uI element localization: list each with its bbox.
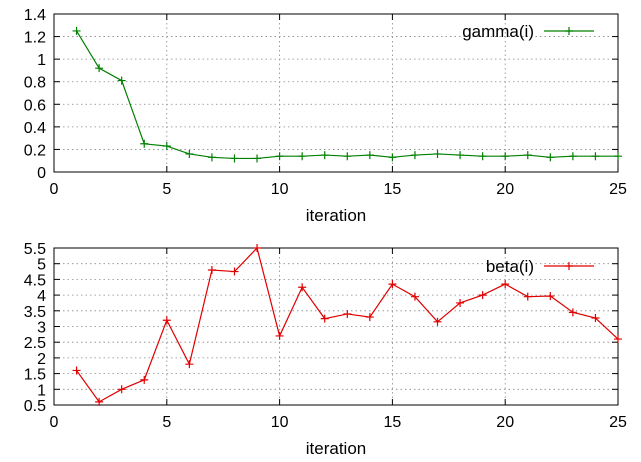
x-tick-label: 25 bbox=[609, 414, 627, 431]
y-tick-label: 0.8 bbox=[24, 75, 46, 92]
x-tick-label: 25 bbox=[609, 181, 627, 198]
y-tick-label: 3.5 bbox=[24, 304, 46, 321]
x-tick-label: 15 bbox=[384, 414, 402, 431]
data-point bbox=[95, 397, 104, 406]
data-point bbox=[72, 366, 81, 375]
data-point bbox=[140, 375, 149, 384]
data-point bbox=[523, 292, 532, 301]
data-point bbox=[230, 154, 239, 163]
data-point bbox=[433, 149, 442, 158]
data-point bbox=[456, 151, 465, 160]
data-point bbox=[343, 152, 352, 161]
x-tick-label: 0 bbox=[50, 181, 59, 198]
data-point bbox=[501, 152, 510, 161]
data-point bbox=[275, 152, 284, 161]
y-tick-label: 0 bbox=[37, 165, 46, 182]
data-point bbox=[546, 292, 555, 301]
x-tick-label: 5 bbox=[162, 414, 171, 431]
data-point bbox=[162, 142, 171, 151]
x-axis-title: iteration bbox=[306, 439, 366, 458]
x-tick-label: 15 bbox=[384, 181, 402, 198]
data-point bbox=[523, 151, 532, 160]
y-tick-label: 0.5 bbox=[24, 398, 46, 415]
data-point bbox=[275, 331, 284, 340]
y-tick-label: 5 bbox=[37, 257, 46, 274]
series-line bbox=[76, 30, 618, 160]
data-point bbox=[501, 280, 510, 289]
data-point bbox=[185, 360, 194, 369]
data-point bbox=[72, 26, 81, 35]
legend-label: gamma(i) bbox=[462, 22, 534, 41]
y-tick-label: 1.4 bbox=[24, 7, 46, 24]
data-point bbox=[365, 151, 374, 160]
y-tick-label: 4 bbox=[37, 288, 46, 305]
y-tick-label: 4.5 bbox=[24, 272, 46, 289]
data-point bbox=[140, 139, 149, 148]
x-tick-label: 10 bbox=[271, 181, 289, 198]
data-point bbox=[320, 151, 329, 160]
plot-frame bbox=[53, 13, 619, 173]
y-tick-label: 1 bbox=[37, 52, 46, 69]
data-point bbox=[388, 280, 397, 289]
data-point bbox=[230, 267, 239, 276]
y-tick-label: 1.2 bbox=[24, 30, 46, 47]
legend-marker bbox=[565, 262, 573, 270]
y-tick-label: 2.5 bbox=[24, 335, 46, 352]
data-point bbox=[614, 152, 622, 161]
y-tick-label: 0.6 bbox=[24, 97, 46, 114]
legend-label: beta(i) bbox=[486, 257, 534, 276]
x-axis-title: iteration bbox=[306, 206, 366, 225]
data-point bbox=[343, 309, 352, 318]
data-point bbox=[162, 316, 171, 325]
data-point bbox=[568, 152, 577, 161]
data-point bbox=[410, 292, 419, 301]
x-tick-label: 0 bbox=[50, 414, 59, 431]
data-point bbox=[410, 151, 419, 160]
data-point bbox=[185, 149, 194, 158]
x-tick-label: 10 bbox=[271, 414, 289, 431]
data-point bbox=[253, 154, 262, 163]
y-tick-label: 5.5 bbox=[24, 241, 46, 258]
data-point bbox=[207, 153, 216, 162]
y-tick-label: 1 bbox=[37, 382, 46, 399]
x-tick-label: 20 bbox=[496, 181, 514, 198]
y-tick-label: 1.5 bbox=[24, 367, 46, 384]
x-tick-label: 5 bbox=[162, 181, 171, 198]
data-point bbox=[365, 313, 374, 322]
data-point bbox=[117, 76, 126, 85]
data-point bbox=[320, 314, 329, 323]
data-point bbox=[614, 335, 622, 344]
legend-marker bbox=[565, 27, 573, 35]
data-point bbox=[478, 152, 487, 161]
data-point bbox=[388, 153, 397, 162]
y-tick-label: 2 bbox=[37, 351, 46, 368]
gamma-chart: 0 5 10 15 20 25 0 0.2 0.4 0.6 0.8 1 1.2 1.4 iteration g… bbox=[24, 7, 627, 225]
y-tick-label: 3 bbox=[37, 320, 46, 337]
beta-chart: 0 5 10 15 20 250.511.522.533.544.555.5iterati… bbox=[24, 241, 627, 458]
series-line bbox=[76, 246, 619, 403]
data-point bbox=[253, 244, 262, 252]
data-point bbox=[568, 308, 577, 317]
data-point bbox=[95, 64, 104, 73]
y-tick-label: 0.2 bbox=[24, 142, 46, 159]
data-point bbox=[546, 153, 555, 162]
y-tick-label: 0.4 bbox=[24, 120, 46, 137]
data-point bbox=[298, 283, 307, 292]
data-point bbox=[591, 152, 600, 161]
data-point bbox=[117, 385, 126, 394]
data-point bbox=[207, 265, 216, 274]
data-point bbox=[298, 152, 307, 161]
data-point bbox=[591, 314, 600, 323]
data-point bbox=[433, 317, 442, 326]
x-tick-label: 20 bbox=[496, 414, 514, 431]
data-point bbox=[456, 298, 465, 307]
data-point bbox=[478, 291, 487, 300]
